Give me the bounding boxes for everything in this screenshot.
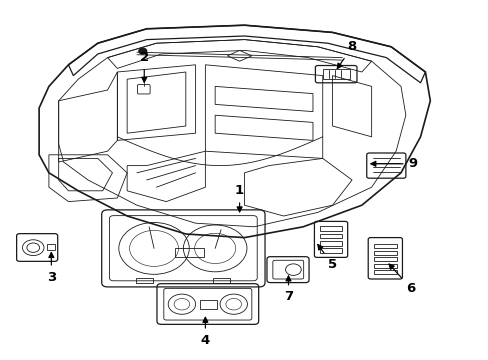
Bar xyxy=(373,264,396,268)
Text: 8: 8 xyxy=(337,40,356,69)
Bar xyxy=(373,257,396,261)
Bar xyxy=(199,300,216,309)
Text: 6: 6 xyxy=(388,264,414,294)
Text: 9: 9 xyxy=(370,157,417,170)
Text: 7: 7 xyxy=(284,276,292,303)
Text: 5: 5 xyxy=(317,244,336,271)
Bar xyxy=(320,248,341,253)
Bar xyxy=(136,278,153,283)
Bar xyxy=(320,234,341,238)
Bar xyxy=(174,248,203,257)
Bar xyxy=(373,244,396,248)
Bar xyxy=(373,270,396,274)
Bar xyxy=(47,244,55,250)
Bar xyxy=(322,69,349,79)
Text: 1: 1 xyxy=(235,184,244,212)
Text: 3: 3 xyxy=(47,252,56,284)
Bar xyxy=(320,241,341,246)
Bar xyxy=(373,251,396,255)
Text: 4: 4 xyxy=(201,317,209,347)
Text: 2: 2 xyxy=(140,51,148,82)
Circle shape xyxy=(139,48,146,54)
Bar xyxy=(212,278,229,283)
Bar xyxy=(320,226,341,231)
